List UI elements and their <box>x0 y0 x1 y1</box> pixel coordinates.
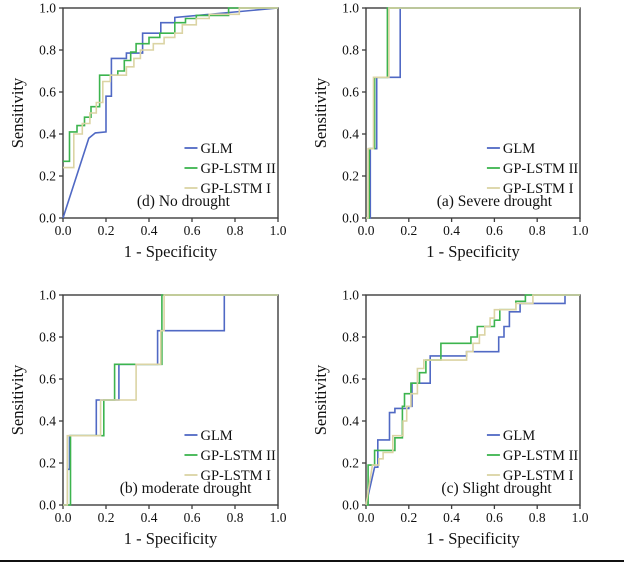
legend-label-glm: GLM <box>503 428 535 444</box>
legend-label-gp-lstm-i: GP-LSTM I <box>200 468 271 484</box>
x-tick-label: 0.0 <box>358 223 375 238</box>
plot-border <box>62 7 279 219</box>
series-line-gp-lstm-i <box>63 294 278 506</box>
y-tick-label: 0.4 <box>342 127 359 142</box>
plot-caption: (b) moderate drought <box>120 480 252 497</box>
x-tick-label: 0.4 <box>443 223 460 238</box>
series-line-gp-lstm-ii <box>366 7 580 219</box>
x-tick-label: 0.2 <box>98 223 115 238</box>
y-tick-label: 0.2 <box>39 456 56 471</box>
roc-plot-moderate-drought: 0.0 0.2 0.4 0.6 0.8 1.0 0.0 0.2 0.4 0.6 0.8 1.0 1 - … <box>8 288 287 549</box>
x-tick-label: 0.2 <box>400 223 417 238</box>
legend-label-gp-lstm-i: GP-LSTM I <box>200 181 271 197</box>
y-axis-label: Sensitivity <box>8 364 27 435</box>
series-line-gp-lstm-i <box>365 294 580 506</box>
x-tick-label: 0.6 <box>184 223 201 238</box>
x-tick-label: 0.0 <box>55 510 72 525</box>
series-line-glm <box>365 294 580 506</box>
roc-plot-severe-drought: 0.0 0.2 0.4 0.6 0.8 1.0 0.0 0.2 0.4 0.6 0.8 1.0 1 - … <box>312 1 589 262</box>
x-tick-label: 0.8 <box>227 510 244 525</box>
x-axis-label: 1 - Specificity <box>124 529 218 548</box>
x-tick-label: 0.8 <box>529 510 546 525</box>
y-tick-label: 0.6 <box>342 372 359 387</box>
series-line-gp-lstm-i <box>366 7 580 219</box>
x-tick-label: 0.6 <box>486 510 503 525</box>
plot-caption: (c) Slight drought <box>441 480 552 497</box>
y-tick-label: 0.0 <box>39 498 56 513</box>
legend-label-glm: GLM <box>200 428 232 444</box>
bottom-rule <box>0 560 624 562</box>
x-tick-label: 0.2 <box>400 510 417 525</box>
x-tick-label: 0.0 <box>358 510 375 525</box>
x-tick-label: 1.0 <box>270 510 287 525</box>
y-tick-label: 0.8 <box>342 43 359 58</box>
legend-label-glm: GLM <box>200 141 232 157</box>
plot-border <box>365 294 581 506</box>
series-line-gp-lstm-ii <box>63 7 278 163</box>
series-line-glm <box>62 7 279 219</box>
x-axis-label: 1 - Specificity <box>124 242 218 261</box>
y-tick-label: 1.0 <box>39 1 56 16</box>
legend-label-gp-lstm-ii: GP-LSTM II <box>503 448 578 464</box>
y-axis-label: Sensitivity <box>312 77 330 148</box>
y-tick-label: 0.2 <box>342 456 359 471</box>
y-tick-label: 0.4 <box>39 414 56 429</box>
y-tick-label: 0.4 <box>39 127 56 142</box>
x-tick-label: 1.0 <box>572 223 589 238</box>
y-axis-label: Sensitivity <box>8 77 27 148</box>
legend-label-gp-lstm-i: GP-LSTM I <box>503 181 574 197</box>
y-axis-label: Sensitivity <box>312 364 330 435</box>
y-tick-label: 0.6 <box>39 372 56 387</box>
plot-caption: (d) No drought <box>137 193 231 210</box>
y-tick-label: 1.0 <box>39 288 56 303</box>
legend-label-glm: GLM <box>503 141 535 157</box>
legend-label-gp-lstm-ii: GP-LSTM II <box>200 448 275 464</box>
y-tick-label: 0.2 <box>342 169 359 184</box>
y-tick-label: 0.8 <box>39 43 56 58</box>
x-tick-label: 0.4 <box>443 510 460 525</box>
series-line-glm <box>366 7 580 219</box>
y-tick-label: 0.0 <box>342 211 359 226</box>
x-tick-label: 0.2 <box>98 510 115 525</box>
legend-label-gp-lstm-ii: GP-LSTM II <box>503 161 578 177</box>
legend-label-gp-lstm-i: GP-LSTM I <box>503 468 574 484</box>
x-tick-label: 0.4 <box>141 510 158 525</box>
x-axis-label: 1 - Specificity <box>426 242 520 261</box>
x-tick-label: 0.8 <box>529 223 546 238</box>
y-tick-label: 0.2 <box>39 169 56 184</box>
roc-plot-no-drought: 0.0 0.2 0.4 0.6 0.8 1.0 0.0 0.2 0.4 0.6 0.8 1.0 1 - … <box>8 1 287 262</box>
roc-plot-slight-drought: 0.0 0.2 0.4 0.6 0.8 1.0 0.0 0.2 0.4 0.6 0.8 1.0 1 - … <box>312 288 589 549</box>
series-line-gp-lstm-ii <box>366 294 580 506</box>
y-tick-label: 0.8 <box>39 330 56 345</box>
x-tick-label: 1.0 <box>572 510 589 525</box>
series-line-gp-lstm-i <box>63 7 278 169</box>
x-tick-label: 0.8 <box>227 223 244 238</box>
y-tick-label: 1.0 <box>342 288 359 303</box>
x-tick-label: 0.6 <box>184 510 201 525</box>
y-tick-label: 0.4 <box>342 414 359 429</box>
x-axis-label: 1 - Specificity <box>426 529 520 548</box>
x-tick-label: 0.4 <box>141 223 158 238</box>
x-tick-label: 0.6 <box>486 223 503 238</box>
x-tick-label: 1.0 <box>270 223 287 238</box>
y-tick-label: 0.0 <box>342 498 359 513</box>
y-tick-label: 0.8 <box>342 330 359 345</box>
legend-label-gp-lstm-ii: GP-LSTM II <box>200 161 275 177</box>
y-tick-label: 0.6 <box>342 85 359 100</box>
x-tick-label: 0.0 <box>55 223 72 238</box>
y-tick-label: 0.0 <box>39 211 56 226</box>
plot-caption: (a) Severe drought <box>437 193 553 210</box>
y-tick-label: 0.6 <box>39 85 56 100</box>
y-tick-label: 1.0 <box>342 1 359 16</box>
